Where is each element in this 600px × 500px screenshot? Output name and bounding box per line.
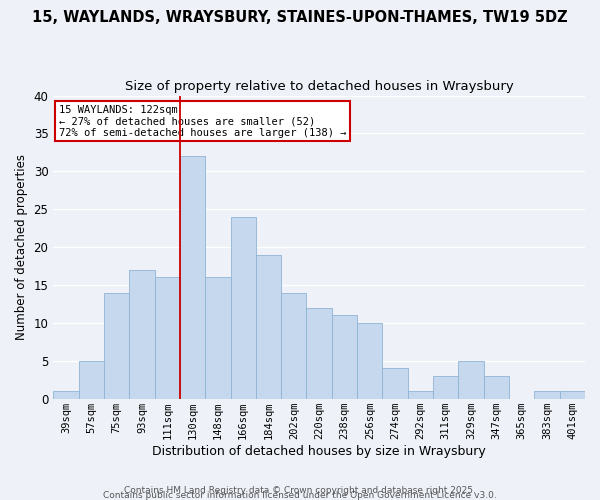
- Bar: [458, 361, 484, 399]
- Bar: [408, 391, 433, 398]
- Bar: [382, 368, 408, 398]
- Bar: [180, 156, 205, 398]
- Bar: [484, 376, 509, 398]
- Bar: [535, 391, 560, 398]
- Text: 15 WAYLANDS: 122sqm
← 27% of detached houses are smaller (52)
72% of semi-detach: 15 WAYLANDS: 122sqm ← 27% of detached ho…: [59, 104, 346, 138]
- Bar: [560, 391, 585, 398]
- Bar: [357, 323, 382, 398]
- Title: Size of property relative to detached houses in Wraysbury: Size of property relative to detached ho…: [125, 80, 514, 93]
- Bar: [129, 270, 155, 398]
- Y-axis label: Number of detached properties: Number of detached properties: [15, 154, 28, 340]
- Bar: [79, 361, 104, 399]
- Bar: [433, 376, 458, 398]
- Text: 15, WAYLANDS, WRAYSBURY, STAINES-UPON-THAMES, TW19 5DZ: 15, WAYLANDS, WRAYSBURY, STAINES-UPON-TH…: [32, 10, 568, 25]
- Bar: [155, 278, 180, 398]
- Bar: [307, 308, 332, 398]
- Bar: [53, 391, 79, 398]
- X-axis label: Distribution of detached houses by size in Wraysbury: Distribution of detached houses by size …: [152, 444, 486, 458]
- Text: Contains public sector information licensed under the Open Government Licence v3: Contains public sector information licen…: [103, 490, 497, 500]
- Bar: [205, 278, 230, 398]
- Bar: [256, 254, 281, 398]
- Bar: [230, 217, 256, 398]
- Text: Contains HM Land Registry data © Crown copyright and database right 2025.: Contains HM Land Registry data © Crown c…: [124, 486, 476, 495]
- Bar: [104, 292, 129, 399]
- Bar: [332, 316, 357, 398]
- Bar: [281, 292, 307, 399]
